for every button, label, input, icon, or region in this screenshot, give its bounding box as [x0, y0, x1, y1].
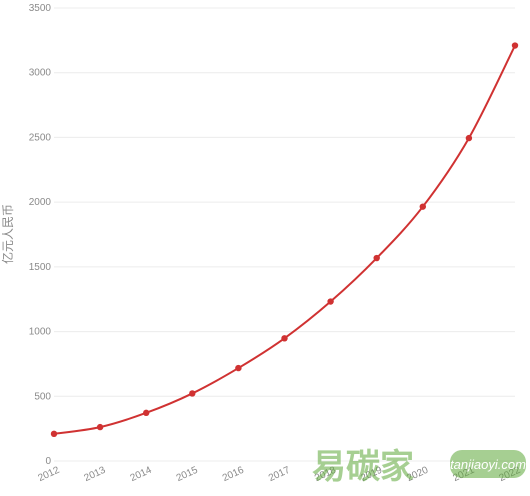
data-point[interactable]: [511, 42, 519, 49]
series-line-group: [50, 42, 519, 438]
data-point[interactable]: [235, 364, 242, 372]
data-point[interactable]: [281, 335, 288, 342]
x-tick-label: 2017: [267, 465, 292, 485]
x-tick-label: 2015: [175, 465, 200, 485]
y-tick-label: 3500: [29, 3, 52, 14]
y-tick-label: 2500: [29, 132, 52, 143]
y-axis-label: 亿元人民币: [0, 204, 15, 264]
grid-lines: [54, 7, 515, 462]
x-tick-label: 2012: [36, 465, 61, 485]
y-axis-ticks: 0 500 1000 1500 2000 2500 3000 3500: [29, 3, 52, 467]
y-tick-label: 2000: [29, 197, 52, 208]
data-point[interactable]: [50, 430, 58, 438]
y-tick-label: 3000: [29, 68, 52, 79]
watermark-logo: 易碳家 tanjiaoyi.com: [312, 447, 526, 487]
y-tick-label: 1000: [29, 327, 52, 338]
y-tick-label: 1500: [29, 262, 52, 273]
y-tick-label: 0: [45, 456, 51, 467]
x-tick-label: 2016: [221, 465, 246, 485]
x-tick-label: 2014: [129, 465, 154, 485]
y-tick-label: 500: [34, 391, 51, 402]
data-point[interactable]: [419, 203, 426, 210]
data-point[interactable]: [143, 409, 150, 417]
data-point[interactable]: [96, 423, 104, 431]
data-point[interactable]: [327, 298, 334, 305]
data-point[interactable]: [465, 134, 473, 142]
watermark-url-badge: [450, 450, 526, 478]
data-point[interactable]: [189, 390, 196, 397]
series-line: [53, 45, 516, 435]
data-point[interactable]: [373, 254, 380, 262]
x-tick-label: 2013: [83, 465, 108, 485]
watermark-url: tanjiaoyi.com: [450, 457, 526, 472]
watermark-brand: 易碳家: [312, 447, 414, 487]
